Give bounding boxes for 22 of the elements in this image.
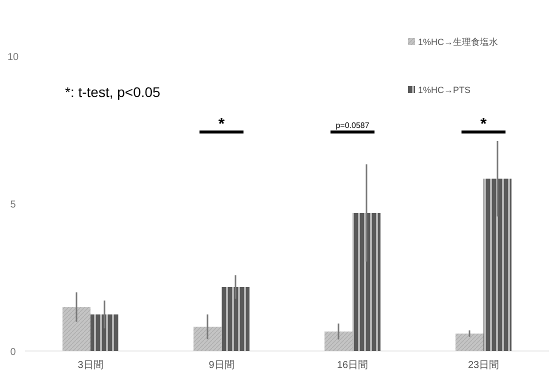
bar (222, 286, 250, 351)
y-tick-label: 5 (10, 200, 16, 210)
y-tick-label: 10 (7, 52, 19, 63)
x-tick-label: 23日間 (468, 360, 500, 371)
bar (62, 307, 90, 351)
bar (352, 212, 380, 351)
bar (194, 326, 222, 351)
legend-label: 1%HC→PTS (418, 85, 471, 95)
annotation: * (218, 116, 226, 133)
legend-item: 1%HC→生理食塩水 (408, 37, 498, 47)
bar (90, 314, 118, 351)
bar (324, 332, 352, 351)
legend-item: 1%HC→PTS (408, 85, 471, 95)
x-tick-label: 9日間 (208, 360, 234, 371)
x-tick-label: 3日間 (78, 360, 104, 371)
y-tick-label: 0 (10, 347, 16, 358)
annotation: *: t-test, p<0.05 (65, 84, 161, 100)
x-tick-label: 16日間 (336, 360, 368, 371)
annotation: p=0.0587 (336, 121, 370, 130)
bar (456, 334, 484, 351)
annotation: * (480, 116, 488, 133)
bar (484, 178, 512, 351)
